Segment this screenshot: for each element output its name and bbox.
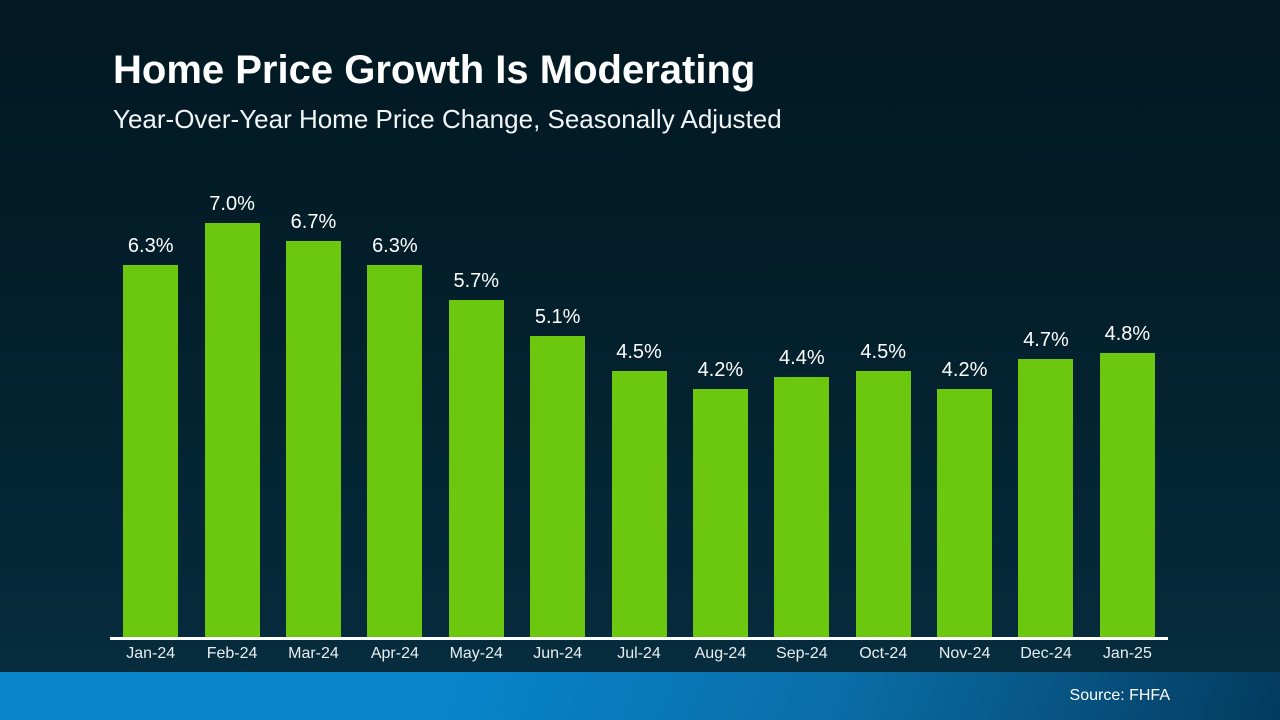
bar-column: 7.0% [191,182,272,637]
bar [367,265,423,637]
bar [1018,359,1074,637]
page-title: Home Price Growth Is Moderating [113,48,756,92]
x-axis-tick-label: Aug-24 [694,645,747,662]
bar-column: 4.5% [843,182,924,637]
source-label: Source: FHFA [1069,687,1170,704]
x-axis-tick-label: Jan-24 [126,645,176,662]
x-axis-tick-label: Sep-24 [776,645,828,662]
bar-column: 5.1% [517,182,598,637]
x-axis-tick-label: Dec-24 [1020,645,1072,662]
bar-value-label: 7.0% [209,193,255,215]
x-axis-tick-label: Jul-24 [617,645,661,662]
bar-column: 4.7% [1005,182,1086,637]
bar-column: 5.7% [436,182,517,637]
bar-value-label: 5.1% [534,306,581,328]
x-axis-tick-label: Apr-24 [370,645,419,662]
x-axis-tick-label: Feb-24 [206,645,258,662]
x-axis-tick-label: Jan-25 [1102,645,1152,662]
bar [123,265,179,637]
bar-value-label: 4.5% [616,341,662,363]
bar [855,371,911,637]
bar-value-label: 6.3% [372,235,418,257]
bar-column: 4.8% [1087,182,1168,637]
bar [937,389,993,637]
x-axis-tick-labels: Jan-24 Feb-24 Mar-24 Apr-24 May-24 Jun-24 Jul-… [110,645,1168,663]
bar [611,371,667,637]
bar-value-label: 4.2% [697,359,744,381]
x-axis-tick-label: Jun-24 [533,645,583,662]
bar-column: 4.5% [598,182,679,637]
bar-column: 6.3% [110,182,191,637]
x-axis-tick-label: Oct-24 [859,645,908,662]
bar [530,336,586,637]
bar-column: 4.2% [680,182,761,637]
bar-value-label: 4.4% [779,347,825,369]
page-subtitle: Year-Over-Year Home Price Change, Season… [113,104,782,134]
bar-value-label: 4.8% [1104,323,1151,345]
x-axis-tick-label: Nov-24 [938,645,991,662]
bar [1099,353,1155,637]
bar-value-label: 5.7% [453,270,500,292]
bar-value-label: 4.2% [941,359,988,381]
bar-value-label: 4.5% [860,341,906,363]
bar-value-label: 4.7% [1023,329,1069,351]
x-axis-line [110,637,1168,640]
bar-column: 6.3% [354,182,435,637]
footer-bar: Source: FHFA [0,672,1280,720]
bar [204,223,260,637]
bar-column: 4.4% [761,182,842,637]
bar-value-label: 6.7% [290,211,337,233]
bar [448,300,504,637]
bar-chart-plot-area: 6.3% 7.0% 6.7% 6.3% 5.7% 5.1% 4.5% 4.2% 4.4% 4.5%… [110,182,1168,637]
bar [285,241,341,637]
bar-value-label: 6.3% [127,235,174,257]
bar-chart: 6.3% 7.0% 6.7% 6.3% 5.7% 5.1% 4.5% 4.2% 4.4% 4.5%… [110,182,1168,637]
x-axis-tick-label: Mar-24 [288,645,339,662]
x-axis-tick-label: May-24 [449,645,503,662]
bar-column: 4.2% [924,182,1005,637]
bar-column: 6.7% [273,182,354,637]
bar [692,389,748,637]
bar [774,377,830,637]
